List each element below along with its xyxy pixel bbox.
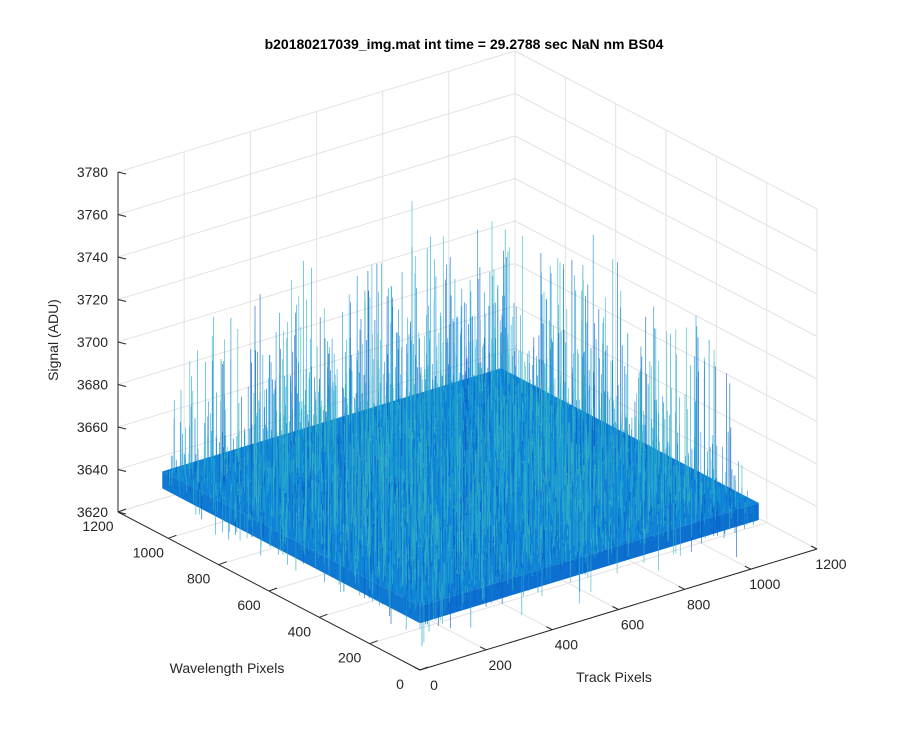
grid-line-wall-z [514,178,818,337]
surface-side-front-left [162,471,420,624]
z-tick-label: 3720 [77,292,108,308]
x-axis-label: Track Pixels [576,669,652,685]
grid-line-floor-y [369,522,767,645]
x-tick-label: 800 [687,596,711,612]
x-tick-label: 1200 [815,556,846,572]
chart-title: b20180217039_img.mat int time = 29.2788 … [265,36,664,52]
y-tick-label: 400 [288,623,312,639]
z-tick [117,511,127,515]
z-tick-label: 3660 [77,419,108,435]
grid-line-wall-z [514,50,818,210]
surface-noise-spikes [169,201,746,643]
z-tick [117,299,127,302]
x-tick [546,626,553,631]
grid-line-wall-z [514,348,818,507]
grid-line-wall-z [514,305,818,465]
x-tick [744,565,752,570]
x-tick-label: 1000 [749,576,780,592]
x-tick-label: 200 [488,657,512,673]
grid-line-wall-z [117,50,516,173]
surface-side-front-right [420,502,759,624]
x-tick [479,646,487,651]
x-tick [612,606,619,610]
z-tick [117,171,127,175]
tick-labels: 0 200 400 600 800 1000 1200 0 200 400 600 800 1000 12… [77,164,847,693]
grid-line-wall-z [514,220,818,380]
z-tick [117,214,127,217]
y-tick [117,508,127,513]
y-tick [419,666,429,671]
y-tick-label: 600 [237,597,261,613]
axis-lines [117,171,818,671]
z-tick [117,341,127,345]
z-tick-label: 3740 [77,249,108,265]
z-tick-label: 3780 [77,164,108,180]
y-tick-label: 200 [338,650,362,666]
z-tick-label: 3620 [77,504,108,520]
x-tick [810,545,818,550]
y-tick-label: 800 [187,571,211,587]
grid-line-wall-z [514,93,818,252]
y-tick [218,561,227,566]
grid-line-wall-z [514,263,818,422]
x-tick-label: 400 [555,637,579,653]
grid-line-wall-z [117,263,516,385]
z-tick-label: 3760 [77,207,108,223]
y-tick-label: 0 [396,676,404,692]
z-tick-label: 3700 [77,334,108,350]
x-tick [413,666,421,671]
y-tick [268,587,278,592]
surface-data [162,201,759,647]
y-axis-label: Wavelength Pixels [170,660,285,676]
z-tick-label: 3640 [77,462,108,478]
x-tick-label: 0 [430,677,438,693]
y-tick-label: 1200 [82,518,113,534]
grid-line-wall-z [117,305,516,428]
y-tick-label: 1000 [133,544,164,560]
y-tick [369,640,378,645]
z-tick [117,256,127,260]
grid-line-wall-z [117,220,516,343]
z-tick-label: 3680 [77,377,108,393]
y-tick [168,534,177,539]
x-tick [678,585,685,590]
grid-line-wall-z [117,178,516,300]
z-tick [117,469,127,472]
x-tick-label: 600 [621,617,645,633]
grid-line-wall-z [117,93,516,215]
z-tick [117,426,127,430]
grid-line-wall-z [117,135,516,258]
grid-line-wall-z [514,135,818,295]
z-tick [117,384,127,387]
z-axis-label: Signal (ADU) [45,299,61,381]
y-tick [319,613,328,618]
